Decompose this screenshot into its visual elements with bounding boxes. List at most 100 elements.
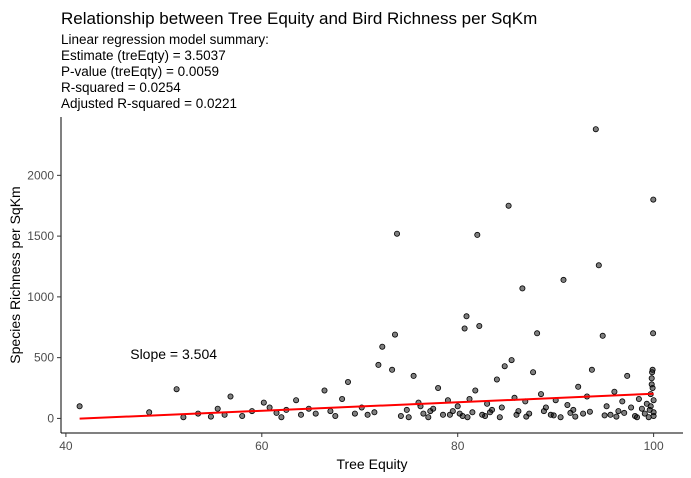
data-point [439, 411, 446, 418]
data-point [472, 387, 479, 394]
x-tick-label: 100 [644, 439, 664, 453]
data-point [634, 414, 641, 421]
data-point [278, 414, 285, 421]
data-point [648, 375, 655, 382]
data-point [607, 411, 614, 418]
data-point [76, 403, 83, 410]
subtitle-line-4: Adjusted R-squared = 0.0221 [61, 96, 237, 111]
subtitle-line-3: R-squared = 0.0254 [61, 80, 181, 95]
data-point [624, 372, 631, 379]
data-point [266, 404, 273, 411]
data-point [493, 376, 500, 383]
data-point [613, 413, 620, 420]
data-point [650, 412, 657, 419]
x-axis-title: Tree Equity [336, 456, 407, 472]
data-point [397, 412, 404, 419]
data-point [332, 412, 339, 419]
data-point [508, 357, 515, 364]
data-point [540, 408, 547, 415]
data-point [599, 332, 606, 339]
data-point [650, 397, 657, 404]
data-point [297, 411, 304, 418]
data-point [239, 412, 246, 419]
data-point [575, 383, 582, 390]
data-point [638, 405, 645, 412]
data-point [649, 366, 656, 373]
data-point [595, 262, 602, 269]
data-point [364, 411, 371, 418]
data-point [327, 408, 334, 415]
x-tick-label: 40 [59, 439, 73, 453]
data-point [580, 410, 587, 417]
y-tick-label: 1500 [27, 229, 54, 243]
data-point [425, 414, 432, 421]
data-point [530, 369, 537, 376]
data-point [523, 413, 530, 420]
data-point [427, 408, 434, 415]
regression-line [79, 392, 654, 420]
y-tick-label: 500 [34, 351, 54, 365]
data-point [560, 276, 567, 283]
data-point [173, 386, 180, 393]
data-point [557, 414, 564, 421]
data-point [641, 410, 648, 417]
data-point [379, 343, 386, 350]
data-point [260, 399, 267, 406]
data-point [391, 331, 398, 338]
data-point [339, 395, 346, 402]
x-tick-label: 80 [451, 439, 465, 453]
data-point [469, 409, 476, 416]
chart-title: Relationship between Tree Equity and Bir… [61, 9, 537, 28]
data-point [649, 384, 656, 391]
data-point [180, 414, 187, 421]
data-point [344, 378, 351, 385]
data-point [410, 372, 417, 379]
slope-annotation: Slope = 3.504 [130, 346, 217, 362]
data-point [645, 414, 652, 421]
data-point [464, 414, 471, 421]
data-point [405, 414, 412, 421]
y-axis-title: Species Richness per SqKm [7, 186, 23, 363]
y-tick-label: 2000 [27, 168, 54, 182]
data-point [603, 403, 610, 410]
data-point [393, 230, 400, 237]
data-point [572, 413, 579, 420]
data-point [321, 387, 328, 394]
data-point [519, 285, 526, 292]
data-point [420, 410, 427, 417]
data-point [375, 361, 382, 368]
data-point [227, 393, 234, 400]
data-point [146, 409, 153, 416]
data-point [351, 410, 358, 417]
data-point [538, 391, 545, 398]
data-point [650, 330, 657, 337]
data-point [389, 366, 396, 373]
data-point [461, 325, 468, 332]
data-point [534, 330, 541, 337]
data-point [501, 363, 508, 370]
data-point [650, 196, 657, 203]
data-point [312, 410, 319, 417]
data-point [621, 409, 628, 416]
plot-area [76, 126, 657, 421]
data-point [647, 403, 654, 410]
data-point [403, 406, 410, 413]
data-point [619, 398, 626, 405]
data-point [513, 411, 520, 418]
data-point [482, 412, 489, 419]
data-point [567, 409, 574, 416]
data-point [635, 395, 642, 402]
data-point [207, 413, 214, 420]
data-point [505, 202, 512, 209]
data-point [456, 410, 463, 417]
subtitle-line-1: Estimate (treEqty) = 3.5037 [61, 48, 226, 63]
data-point [496, 414, 503, 421]
data-point [601, 412, 608, 419]
data-point [474, 231, 481, 238]
data-point [454, 403, 461, 410]
data-point [214, 405, 221, 412]
data-point [564, 401, 571, 408]
data-point [592, 126, 599, 133]
data-point [498, 404, 505, 411]
